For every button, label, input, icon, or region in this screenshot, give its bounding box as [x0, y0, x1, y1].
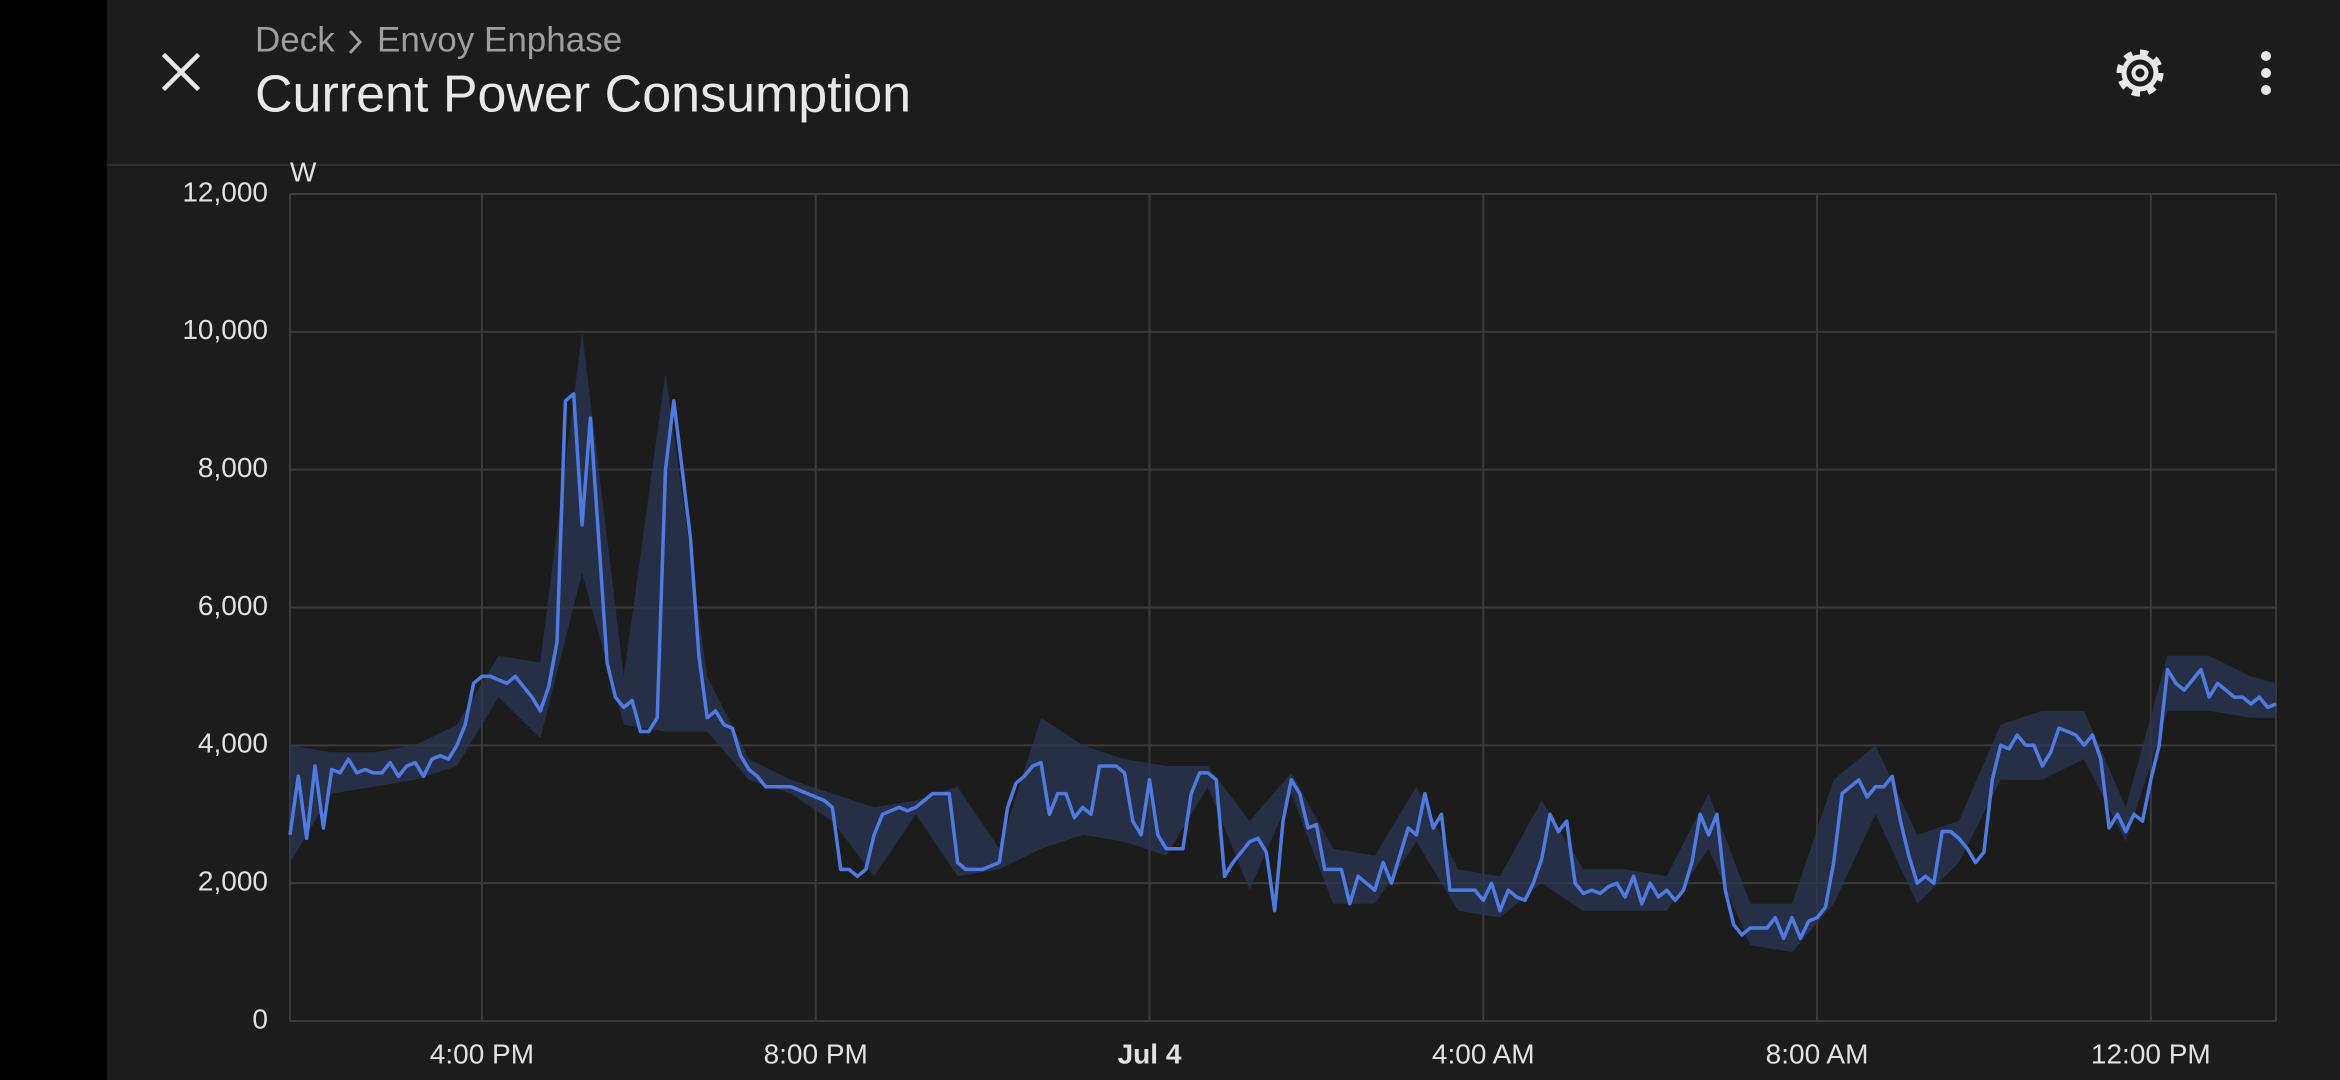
side-bar — [0, 0, 107, 1080]
y-tick-label: 8,000 — [198, 452, 268, 483]
close-icon-stroke — [161, 52, 201, 92]
x-tick-label: 12:00 PM — [2091, 1038, 2211, 1069]
y-tick-label: 2,000 — [198, 866, 268, 897]
breadcrumb-item[interactable]: Deck — [255, 20, 335, 59]
gear-teeth — [2116, 49, 2164, 97]
min-max-band — [290, 331, 2276, 953]
y-tick-label: 6,000 — [198, 590, 268, 621]
gear-body — [2121, 54, 2159, 92]
y-tick-label: 4,000 — [198, 728, 268, 759]
x-tick-label: 8:00 AM — [1766, 1038, 1869, 1069]
close-button[interactable] — [161, 52, 201, 92]
y-tick-label: 0 — [252, 1003, 268, 1034]
x-tick-label: 4:00 PM — [430, 1038, 534, 1069]
x-tick-label: 4:00 AM — [1432, 1038, 1535, 1069]
y-tick-label: 12,000 — [182, 176, 268, 207]
menu-dot — [2261, 85, 2271, 95]
menu-dot — [2261, 51, 2271, 61]
breadcrumb-chevron — [348, 29, 363, 55]
chart: W 0 2,000 4,000 6,000 8,000 10,000 12,000 4:00 … — [182, 156, 2277, 1069]
dialog-title: Current Power Consumption — [255, 66, 911, 124]
x-tick-label: 8:00 PM — [764, 1038, 868, 1069]
more-button[interactable] — [2261, 51, 2271, 95]
dialog-background — [107, 0, 2340, 1080]
y-tick-label: 10,000 — [182, 314, 268, 345]
menu-dot — [2261, 68, 2271, 78]
gear-hole — [2131, 64, 2149, 82]
y-unit-label: W — [290, 156, 317, 187]
breadcrumb-item[interactable]: Envoy Enphase — [377, 20, 622, 59]
settings-button[interactable] — [2116, 49, 2164, 97]
series-line — [288, 392, 2277, 941]
x-tick-label: Jul 4 — [1118, 1038, 1182, 1069]
